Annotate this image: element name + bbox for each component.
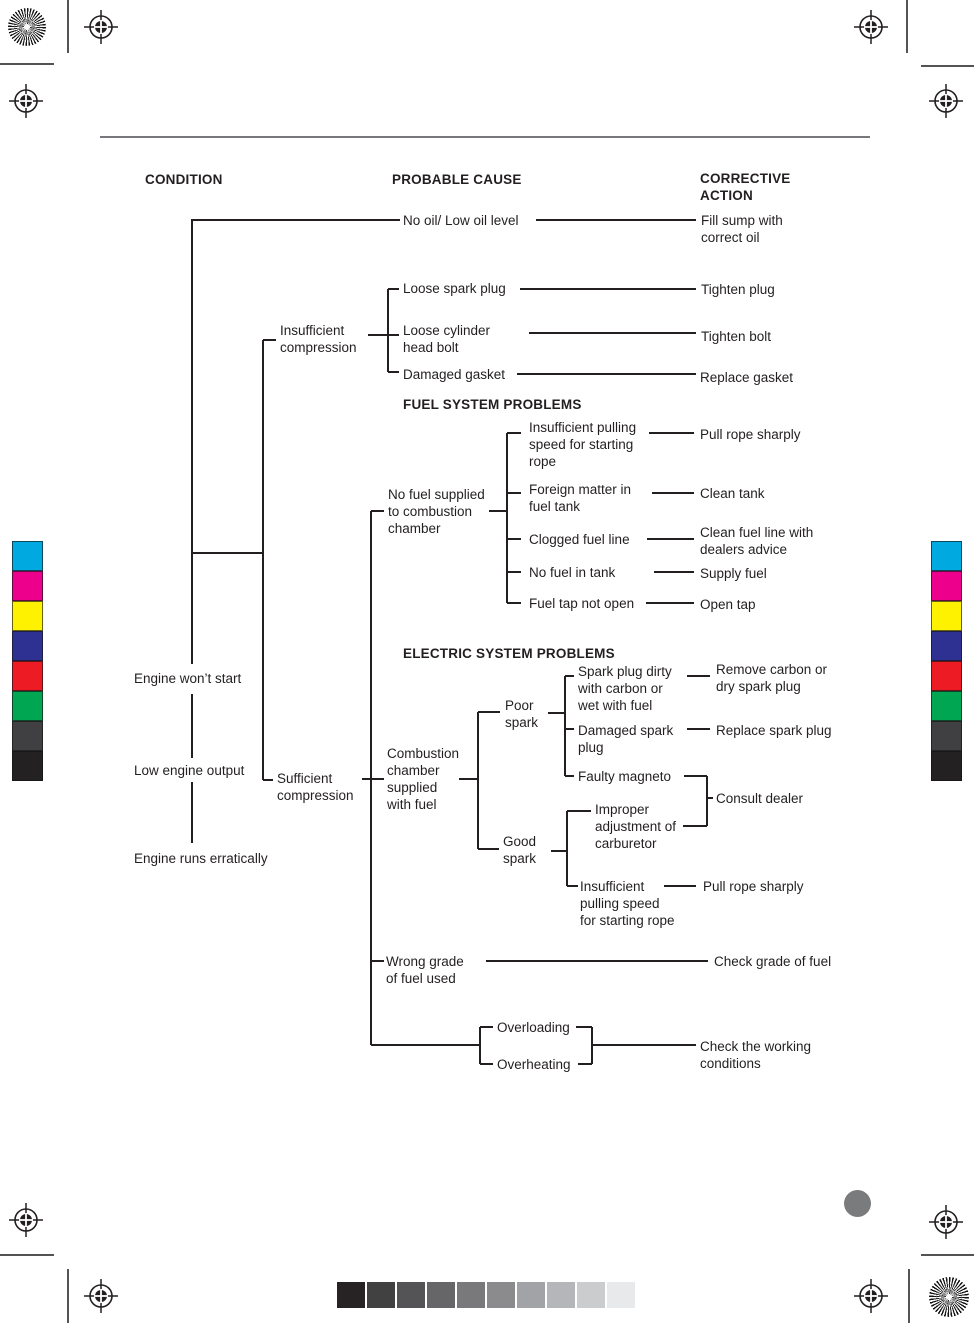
calibration-swatch <box>12 691 43 721</box>
action-pull-rope-electric: Pull rope sharply <box>703 879 804 894</box>
section-heading-fuel: FUEL SYSTEM PROBLEMS <box>403 397 582 412</box>
cause-damaged-gasket: Damaged gasket <box>403 367 506 382</box>
action-tighten-plug: Tighten plug <box>701 282 775 297</box>
cause-no-oil: No oil/ Low oil level <box>403 213 519 228</box>
condition-engine-wont-start: Engine won’t start <box>134 671 242 686</box>
calibration-swatch <box>12 631 43 661</box>
color-calibration-bar-right <box>931 541 962 781</box>
cause-fuel-tap-not-open: Fuel tap not open <box>529 596 635 611</box>
cause-improper-adjustment: Improper adjustment of carburetor <box>595 802 677 851</box>
branch-overloading: Overloading <box>497 1020 570 1035</box>
condition-engine-runs-erratically: Engine runs erratically <box>134 851 268 866</box>
branch-good-spark: Good spark <box>503 834 537 866</box>
branch-wrong-grade: Wrong grade of fuel used <box>386 954 464 986</box>
calibration-swatch <box>931 751 962 781</box>
calibration-swatch <box>931 721 962 751</box>
calibration-swatch <box>931 601 962 631</box>
connector-lines <box>191 219 713 1065</box>
action-replace-spark-plug: Replace spark plug <box>716 723 832 738</box>
branch-overheating: Overheating <box>497 1057 571 1072</box>
branch-no-fuel-supplied: No fuel supplied to combustion chamber <box>388 487 485 536</box>
calibration-swatch <box>487 1282 515 1308</box>
calibration-swatch <box>12 661 43 691</box>
calibration-swatch <box>337 1282 365 1308</box>
action-open-tap: Open tap <box>700 597 756 612</box>
cause-insufficient-pulling-fuel: Insufficient pulling speed for starting … <box>529 420 637 469</box>
calibration-swatch <box>931 691 962 721</box>
action-replace-gasket: Replace gasket <box>700 370 794 385</box>
calibration-swatch <box>12 541 43 571</box>
calibration-swatch <box>547 1282 575 1308</box>
calibration-swatch <box>427 1282 455 1308</box>
cause-spark-plug-dirty: Spark plug dirty with carbon or wet with… <box>578 664 672 713</box>
action-check-grade: Check grade of fuel <box>714 954 832 969</box>
calibration-swatch <box>931 631 962 661</box>
cause-faulty-magneto: Faulty magneto <box>578 769 672 784</box>
action-fill-sump: Fill sump with correct oil <box>701 213 783 245</box>
action-remove-carbon: Remove carbon or dry spark plug <box>716 662 828 694</box>
gray-ink-dot <box>844 1190 871 1217</box>
action-check-working: Check the working conditions <box>700 1039 812 1071</box>
calibration-swatch <box>397 1282 425 1308</box>
cause-insufficient-pulling-electric: Insufficient pulling speed for starting … <box>580 879 675 928</box>
condition-low-engine-output: Low engine output <box>134 763 245 778</box>
calibration-swatch <box>517 1282 545 1308</box>
branch-poor-spark: Poor spark <box>505 698 539 730</box>
calibration-swatch <box>931 571 962 601</box>
calibration-swatch <box>577 1282 605 1308</box>
calibration-swatch <box>12 721 43 751</box>
action-consult-dealer: Consult dealer <box>716 791 804 806</box>
cause-clogged-fuel-line: Clogged fuel line <box>529 532 630 547</box>
calibration-swatch <box>367 1282 395 1308</box>
action-tighten-bolt: Tighten bolt <box>701 329 772 344</box>
sunburst-mark-icon <box>929 1277 969 1317</box>
section-heading-electric: ELECTRIC SYSTEM PROBLEMS <box>403 646 615 661</box>
branch-sufficient-compression: Sufficient compression <box>277 771 354 803</box>
branch-insufficient-compression: Insufficient compression <box>280 323 357 355</box>
action-pull-rope-fuel: Pull rope sharply <box>700 427 801 442</box>
color-calibration-bar-left <box>12 541 43 781</box>
action-clean-fuel-line: Clean fuel line with dealers advice <box>700 525 814 557</box>
calibration-swatch <box>457 1282 485 1308</box>
grayscale-calibration-bar <box>337 1282 635 1308</box>
calibration-swatch <box>12 601 43 631</box>
cause-foreign-matter: Foreign matter in fuel tank <box>529 482 632 514</box>
action-supply-fuel: Supply fuel <box>700 566 767 581</box>
cause-no-fuel-in-tank: No fuel in tank <box>529 565 616 580</box>
cause-loose-spark-plug: Loose spark plug <box>403 281 506 296</box>
calibration-swatch <box>931 661 962 691</box>
sunburst-mark-icon <box>8 8 46 46</box>
cause-damaged-spark-plug: Damaged spark plug <box>578 723 674 755</box>
column-header-probable-cause: PROBABLE CAUSE <box>392 172 522 187</box>
calibration-swatch <box>12 571 43 601</box>
action-clean-tank: Clean tank <box>700 486 765 501</box>
column-header-condition: CONDITION <box>145 172 223 187</box>
calibration-swatch <box>12 751 43 781</box>
column-header-corrective-action: CORRECTIVE ACTION <box>700 171 791 203</box>
branch-combustion-chamber: Combustion chamber supplied with fuel <box>387 746 460 812</box>
calibration-swatch <box>931 541 962 571</box>
cause-loose-cylinder-head-bolt: Loose cylinder head bolt <box>403 323 491 355</box>
calibration-swatch <box>607 1282 635 1308</box>
